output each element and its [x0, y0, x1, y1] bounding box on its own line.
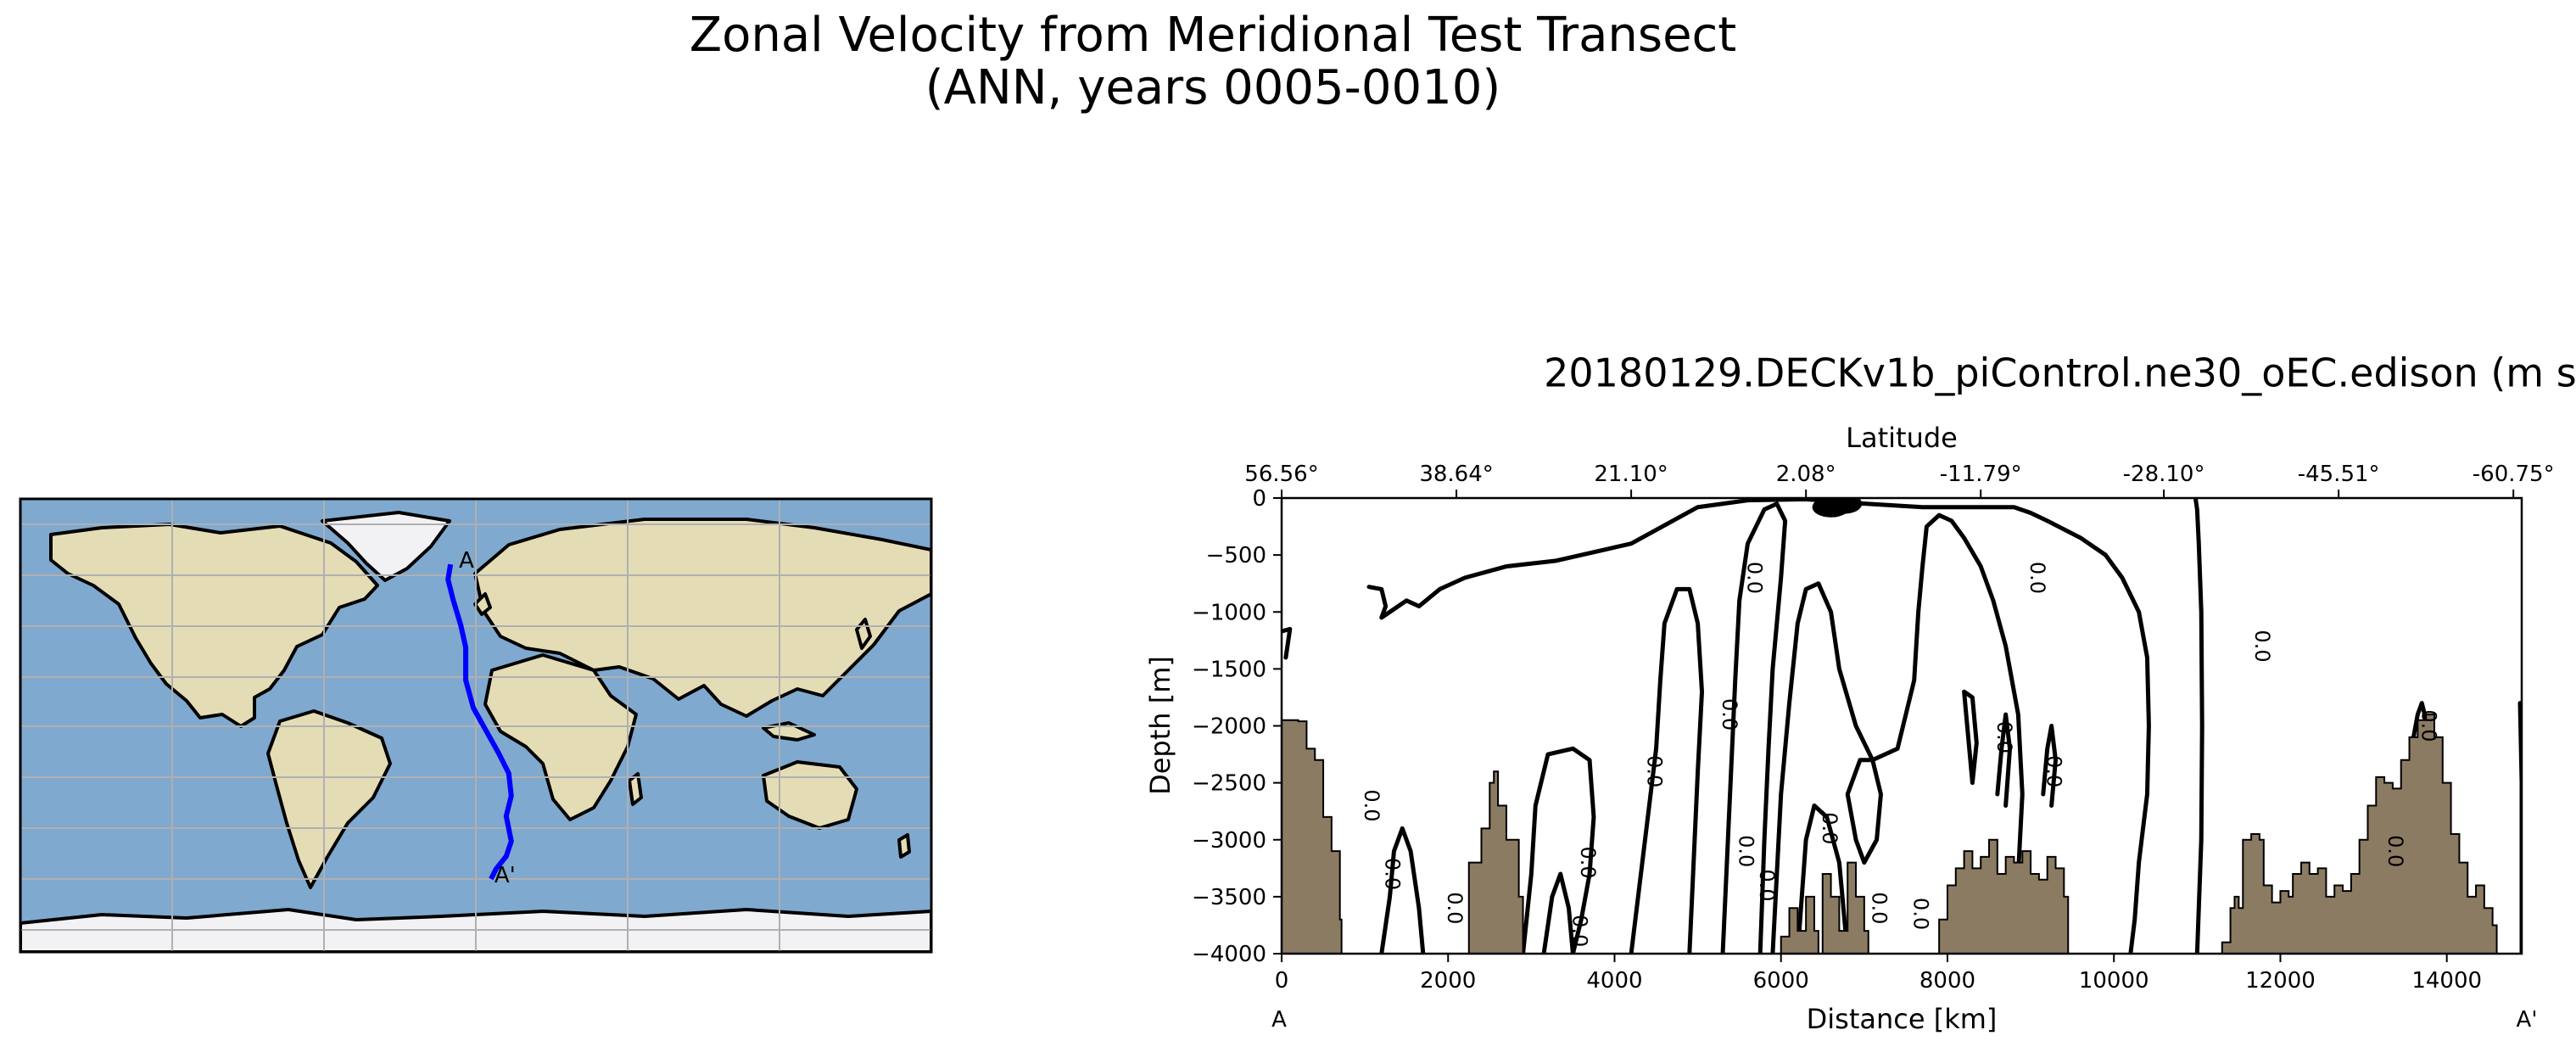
y-tick-label: 0 [1252, 486, 1266, 512]
x-tick-label: 4000 [1586, 968, 1642, 994]
latitude-axis-ticks: 56.56° 38.64° 21.10° 2.08° -11.79° -28.10° -45… [1244, 462, 2555, 498]
x-tick-label: 14000 [2411, 968, 2482, 994]
x-tick-label: 2000 [1420, 968, 1476, 994]
figure-title-line1: Zonal Velocity from Meridional Test Tran… [689, 8, 1737, 63]
x-tick-label: 10000 [2079, 968, 2149, 994]
latitude-tick-label: -11.79° [1940, 462, 2022, 487]
y-axis-label: Depth [m] [1144, 656, 1176, 795]
contour-label: 0.0 [1567, 915, 1591, 947]
latitude-tick-label: 21.10° [1594, 462, 1668, 487]
contour-label: 0.0 [2026, 562, 2049, 594]
land-madagascar [628, 772, 643, 806]
land-new-zealand [897, 833, 911, 859]
contour-label: 0.0 [1735, 835, 1758, 867]
contour-label: 0.0 [1818, 812, 1841, 844]
transect-panel: 0.00.00.00.00.00.00.00.00.00.00.00.0 0.00… [1144, 422, 2555, 1035]
latitude-tick-label: -45.51° [2298, 462, 2380, 487]
contour-label: 0.0 [1643, 755, 1667, 787]
y-tick-label: −1000 [1192, 600, 1266, 625]
y-tick-label: −3500 [1192, 885, 1266, 910]
contour-label: 0.0 [1576, 847, 1600, 879]
contour-label: 0.0 [2250, 630, 2274, 662]
contour-label: 0.0 [2417, 709, 2440, 742]
x-tick-label: 0 [1275, 968, 1289, 994]
land-australia [762, 760, 858, 830]
y-tick-label: −4000 [1192, 942, 1266, 967]
contour-label: 0.0 [1381, 858, 1405, 890]
contour-label: 0.0 [2383, 835, 2407, 867]
map-panel: A A' [19, 497, 933, 954]
contour-label: 0.0 [1718, 698, 1741, 731]
x-tick-label: 8000 [1919, 968, 1975, 994]
contour-labels: 0.00.00.00.00.00.00.00.00.00.00.00.0 0.00… [1360, 562, 2440, 947]
transect-end-label: A' [495, 863, 516, 888]
transect-start-axis-label: A [1271, 1007, 1287, 1033]
x-axis-ticks: 0 2000 4000 6000 8000 10000 12000 14000 [1275, 954, 2482, 994]
contour-label: 0.0 [1868, 892, 1891, 924]
latitude-tick-label: 2.08° [1776, 462, 1836, 487]
contour-lines [1282, 498, 2522, 954]
contour-line [1962, 689, 1979, 786]
contour-line [2517, 701, 2522, 954]
map-frame [19, 497, 933, 954]
contour-label: 0.0 [1992, 721, 2016, 753]
secondary-x-axis-label: Latitude [1846, 422, 1958, 454]
contour-line [1795, 803, 1850, 954]
contour-line [1366, 498, 2151, 954]
panel-title-text: 20180129.DECKv1b_piControl.ne30_oEC.edis… [1544, 350, 2576, 396]
land-africa [483, 653, 638, 821]
contour-line [1282, 626, 1293, 660]
latitude-tick-label: 38.64° [1419, 462, 1493, 487]
map-gridlines [20, 499, 931, 952]
figure-title-line2: (ANN, years 0005-0010) [925, 60, 1501, 115]
latitude-tick-label: 56.56° [1244, 462, 1318, 487]
contour-label: 0.0 [1742, 562, 1766, 594]
x-axis-label: Distance [km] [1807, 1003, 1998, 1035]
land-british-isles [473, 592, 492, 616]
contour-line [2041, 724, 2059, 808]
contour-label: 0.0 [1443, 892, 1467, 924]
x-tick-label: 12000 [2245, 968, 2316, 994]
y-tick-label: −1500 [1192, 657, 1266, 682]
y-axis-ticks: 0 −500 −1000 −1500 −2000 −2500 −3000 −3500 −4000 [1192, 486, 1282, 967]
contour-line [1521, 746, 1596, 954]
transect-line [445, 563, 514, 881]
contour-label: 0.0 [1755, 869, 1779, 901]
latitude-tick-label: -60.75° [2473, 462, 2555, 487]
contour-line [1770, 512, 2025, 954]
contour-blob [1824, 498, 1863, 514]
contour-line [1629, 586, 1705, 954]
contour-line [1541, 871, 1575, 954]
land-eurasia [473, 518, 931, 718]
transect-start-label: A [459, 548, 474, 574]
land-greenland [321, 511, 451, 582]
bathymetry-fill [1282, 714, 2498, 954]
y-tick-label: −2000 [1192, 714, 1266, 740]
contour-line [1845, 758, 1883, 865]
contour-line [2193, 498, 2204, 954]
contour-line [1995, 712, 2013, 808]
panel-title: 20180129.DECKv1b_piControl.ne30_oEC.edis… [1255, 350, 2576, 395]
contour-label: 0.0 [1909, 898, 1933, 930]
y-tick-label: −2500 [1192, 771, 1266, 797]
latitude-tick-label: -28.10° [2123, 462, 2205, 487]
contour-label: 0.0 [1360, 789, 1383, 821]
x-tick-label: 6000 [1753, 968, 1809, 994]
contour-label: 0.0 [2042, 755, 2066, 787]
transect-end-axis-label: A' [2517, 1007, 2538, 1033]
y-tick-label: −500 [1206, 543, 1266, 568]
contour-line [1379, 826, 1426, 954]
y-tick-label: −3000 [1192, 828, 1266, 854]
contour-line [1720, 501, 1788, 954]
